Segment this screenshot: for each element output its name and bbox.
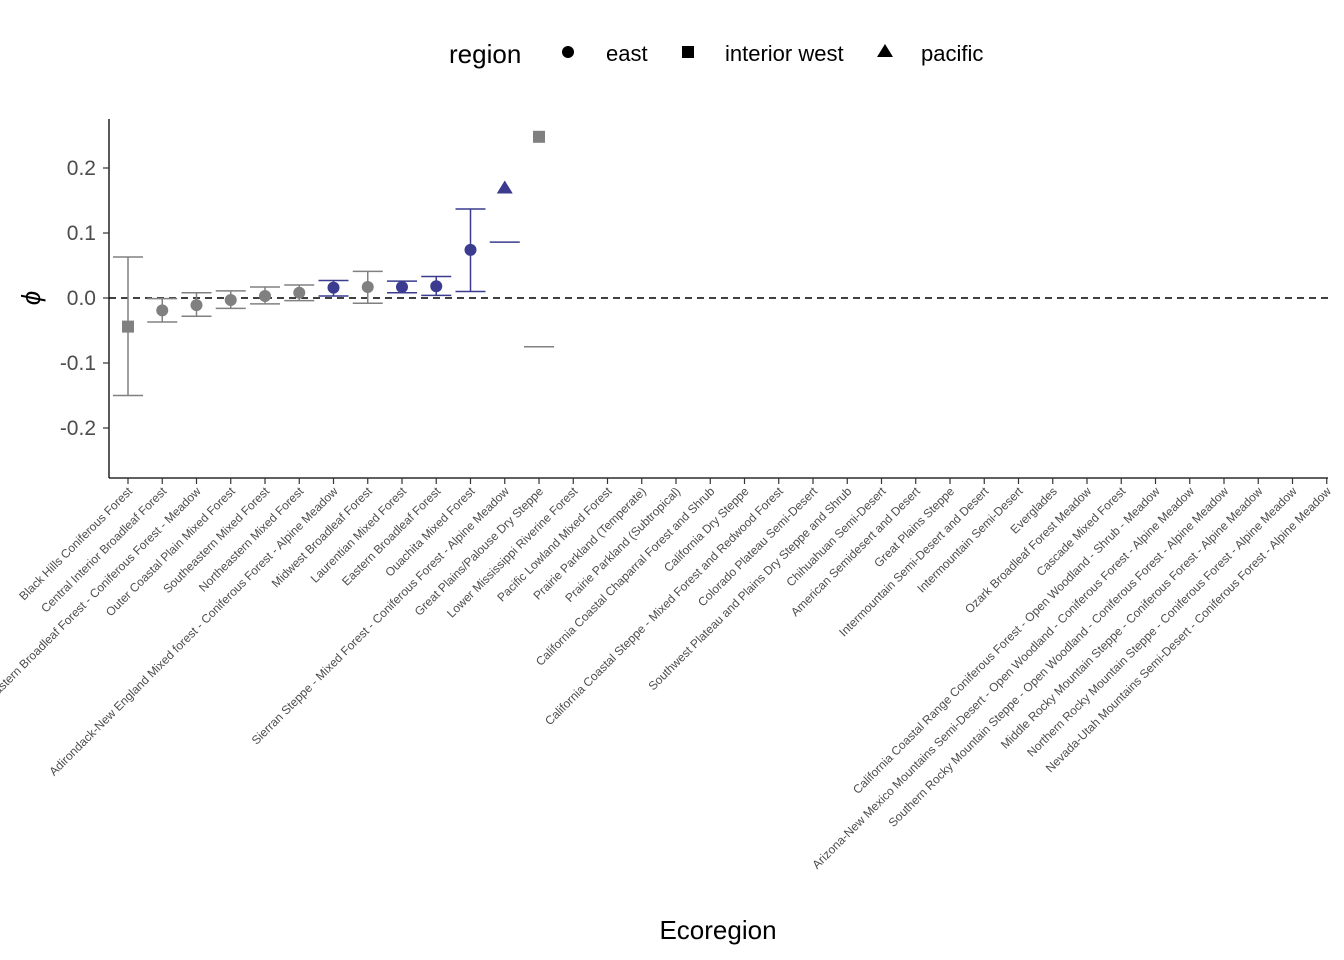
y-tick-label: -0.1 [60, 352, 96, 375]
data-point-circle [190, 299, 203, 312]
data-point-triangle [496, 180, 513, 194]
legend: region east interior west pacific [449, 39, 983, 69]
legend-key-square [682, 46, 694, 58]
x-tick-label: Central Interior Broadleaf Forest [38, 484, 170, 616]
data-point-circle [156, 304, 169, 317]
data-point-circle [293, 286, 306, 299]
data-point-circle [396, 280, 408, 293]
legend-key-circle [562, 46, 574, 58]
legend-title: region [449, 39, 521, 69]
legend-key-triangle [877, 44, 893, 57]
data-point-circle [224, 293, 237, 306]
y-axis-title: ϕ [16, 291, 46, 305]
data-marks [113, 130, 554, 397]
data-point-square [122, 320, 134, 333]
y-tick-label: 0.0 [67, 287, 96, 310]
data-point-circle [259, 290, 271, 303]
y-ticks: -0.2 -0.1 0.0 0.1 0.2 [60, 157, 109, 440]
legend-label-east: east [606, 41, 648, 66]
x-tick-label: Sierran Steppe - Mixed Forest - Conifero… [249, 484, 512, 747]
data-point-circle [430, 280, 443, 293]
data-point-circle [361, 280, 374, 293]
x-axis-title: Ecoregion [659, 915, 776, 945]
legend-label-interior-west: interior west [725, 41, 844, 66]
data-point-circle [327, 281, 340, 294]
y-tick-label: 0.2 [67, 157, 96, 180]
y-tick-label: 0.1 [67, 222, 96, 245]
y-tick-label: -0.2 [60, 417, 96, 440]
data-point-circle [464, 243, 477, 256]
data-point-square [533, 130, 545, 143]
legend-label-pacific: pacific [921, 41, 983, 66]
